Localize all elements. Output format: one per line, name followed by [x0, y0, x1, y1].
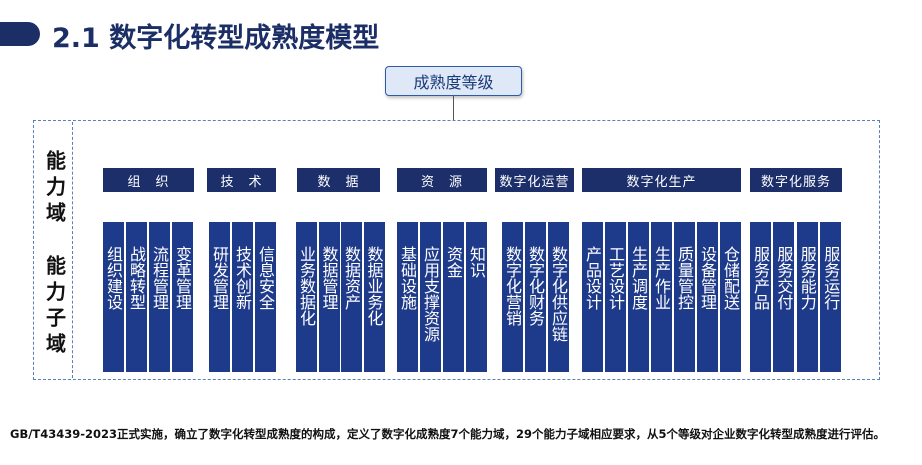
subdomain-box: 质量管控 [674, 222, 695, 372]
subdomain-box: 服务能力 [796, 222, 818, 372]
domain-header: 数字化运营 [495, 168, 574, 192]
subdomain-box: 数字化营销 [502, 222, 523, 372]
frame [33, 120, 880, 380]
connector [453, 96, 454, 120]
subdomain-box: 产品设计 [582, 222, 603, 372]
title: 2.1 数字化转型成熟度模型 [52, 23, 380, 54]
domain-header: 组 织 [103, 168, 194, 192]
subdomain-box: 业务数据化 [296, 222, 317, 372]
domain-header: 技 术 [207, 168, 276, 192]
subdomain-box: 设备管理 [697, 222, 718, 372]
subdomain-box: 流程管理 [149, 222, 170, 372]
domain-header: 数 据 [297, 168, 380, 192]
subdomain-box: 信息安全 [255, 222, 276, 372]
subdomain-box: 服务交付 [773, 222, 795, 372]
subdomain-box: 仓储配送 [720, 222, 741, 372]
subdomain-box: 变革管理 [172, 222, 193, 372]
divider [72, 122, 73, 378]
subdomain-box: 数据管理 [318, 222, 340, 372]
domain-header: 资 源 [397, 168, 487, 192]
subdomain-box: 数字化供应链 [548, 222, 569, 372]
domain-header: 数字化服务 [750, 168, 842, 192]
subdomain-box: 基础设施 [397, 222, 418, 372]
footnote: GB/T43439-2023正式实施，确立了数字化转型成熟度的构成，定义了数字化… [10, 427, 886, 441]
subdomain-box: 数据业务化 [363, 222, 385, 372]
subdomain-box: 生产作业 [651, 222, 672, 372]
title-accent [0, 22, 40, 46]
subdomain-box: 研发管理 [209, 222, 230, 372]
domain-label: 能力域 [42, 150, 67, 228]
subdomain-box: 数据资产 [341, 222, 362, 372]
subdomain-box: 工艺设计 [605, 222, 626, 372]
level-box: 成熟度等级 [385, 66, 522, 96]
subdomain-box: 生产调度 [628, 222, 649, 372]
subdomain-box: 服务运行 [820, 222, 842, 372]
subdomain-box: 技术创新 [232, 222, 253, 372]
subdomain-label: 能力子域 [42, 255, 67, 359]
subdomain-box: 应用支撑资源 [420, 222, 441, 372]
domain-header: 数字化生产 [582, 168, 741, 192]
subdomain-box: 服务产品 [750, 222, 771, 372]
subdomain-box: 战略转型 [126, 222, 147, 372]
subdomain-box: 知识 [466, 222, 487, 372]
subdomain-box: 数字化财务 [525, 222, 546, 372]
subdomain-box: 资金 [443, 222, 464, 372]
subdomain-box: 组织建设 [103, 222, 124, 372]
